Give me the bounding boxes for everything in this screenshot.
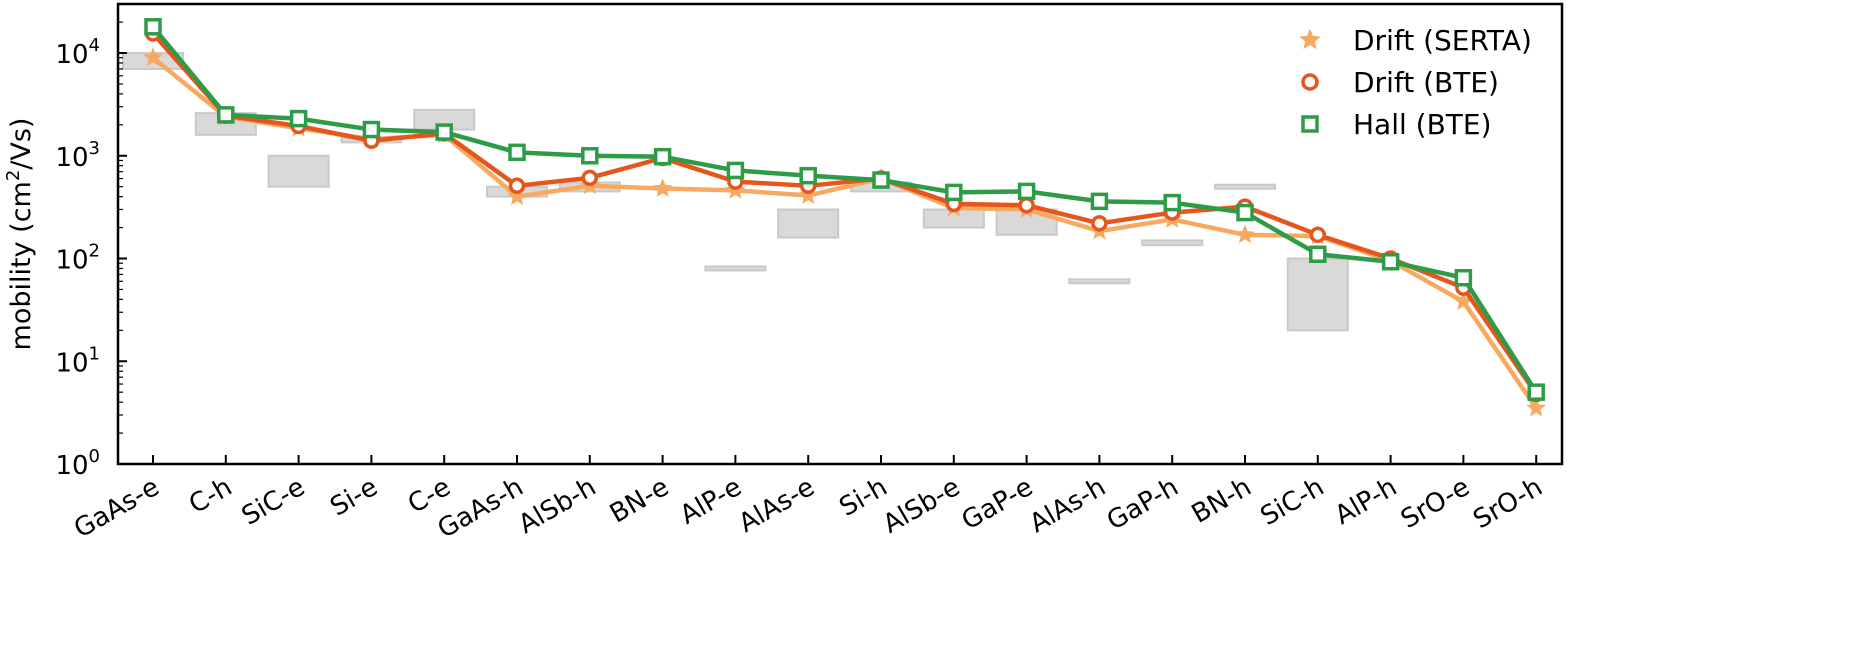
- x-tick-label: BN-e: [605, 472, 674, 529]
- series-lines: [143, 18, 1547, 417]
- circle-point: [581, 169, 599, 187]
- x-tick-label: AlP-h: [1330, 472, 1402, 531]
- x-tick-label: Si-e: [325, 472, 383, 523]
- series-line-circle: [151, 31, 1539, 396]
- legend-item: Drift (BTE): [1301, 66, 1499, 99]
- legend-square-marker: [1301, 115, 1319, 133]
- star-point: [652, 178, 673, 197]
- x-tick-label: AlSb-e: [878, 472, 965, 540]
- x-tick-label: BN-h: [1187, 472, 1257, 530]
- square-point: [217, 106, 235, 124]
- x-tick-label: AlAs-e: [734, 472, 820, 539]
- range-box-BN-h: [1214, 183, 1276, 190]
- square-point: [362, 120, 381, 139]
- circle-point: [1091, 215, 1108, 232]
- square-point: [1527, 383, 1545, 401]
- y-tick-label: 102: [55, 241, 100, 276]
- legend-item: Hall (BTE): [1301, 108, 1492, 141]
- x-tick-label: SiC-h: [1256, 472, 1330, 532]
- series-square: [144, 18, 1545, 401]
- y-tick-label: 100: [55, 446, 100, 481]
- square-point: [1090, 192, 1109, 211]
- circle-point: [1309, 226, 1327, 244]
- square-point: [289, 109, 308, 128]
- legend-star-marker: [1299, 28, 1321, 50]
- legend-label: Drift (SERTA): [1353, 24, 1532, 57]
- legend-item: Drift (SERTA): [1299, 24, 1532, 57]
- range-box-AlP-e: [704, 265, 767, 272]
- range-box-AlAs-e: [777, 208, 840, 239]
- star-point: [1526, 397, 1547, 417]
- x-tick-label: C-h: [184, 472, 237, 520]
- plot-border: [116, 2, 1564, 466]
- x-tick-label: GaP-e: [957, 472, 1038, 536]
- square-point: [435, 123, 453, 141]
- x-tick-label: GaAs-e: [69, 472, 164, 544]
- square-point: [799, 166, 817, 185]
- y-axis: 100 101 102 103 104: [55, 3, 127, 481]
- square-point: [872, 171, 890, 189]
- x-tick-label: GaAs-h: [433, 472, 529, 545]
- star-point: [1235, 224, 1255, 244]
- x-tick-label: AlSb-h: [514, 472, 602, 540]
- plot-frame: [116, 2, 1564, 466]
- x-tick-label: GaP-h: [1102, 472, 1184, 537]
- x-tick-label: SrO-h: [1468, 472, 1547, 535]
- series-circle: [144, 25, 1545, 403]
- square-point: [508, 143, 526, 162]
- y-tick-label: 101: [55, 343, 100, 378]
- square-point: [653, 147, 672, 166]
- legend-label: Drift (BTE): [1353, 66, 1499, 99]
- series-line-square: [151, 25, 1539, 394]
- x-tick-label: SiC-e: [237, 472, 310, 532]
- series-line-star: [151, 55, 1539, 410]
- x-tick-label: SrO-e: [1396, 472, 1475, 535]
- series-star: [143, 47, 1547, 417]
- star-point: [798, 185, 819, 204]
- y-tick-label: 104: [55, 35, 100, 70]
- square-point: [1454, 268, 1473, 287]
- square-point: [1309, 245, 1327, 264]
- square-point: [1236, 203, 1254, 222]
- x-tick-label: AlP-e: [675, 472, 747, 531]
- y-axis-title: mobility (cm2/Vs): [3, 118, 37, 351]
- range-box-SiC-h: [1286, 257, 1349, 332]
- circle-point: [1018, 196, 1035, 214]
- square-point: [581, 147, 599, 165]
- legend-circle-marker: [1301, 73, 1319, 91]
- star-point: [143, 47, 163, 67]
- y-axis-label: mobility (cm2/Vs): [3, 118, 37, 351]
- square-point: [1381, 252, 1400, 271]
- square-point: [1163, 193, 1181, 212]
- y-tick-label: 103: [55, 138, 100, 173]
- square-point: [945, 183, 963, 202]
- range-box-GaP-h: [1141, 239, 1204, 247]
- star-point: [507, 186, 527, 206]
- circle-point: [508, 177, 526, 195]
- square-point: [1017, 182, 1036, 201]
- x-tick-label: AlAs-h: [1025, 472, 1111, 539]
- range-box-SiC-e: [267, 154, 330, 188]
- square-point: [144, 18, 162, 36]
- legend: Drift (SERTA) Drift (BTE) Hall (BTE): [1299, 24, 1532, 141]
- range-box-AlAs-h: [1068, 278, 1131, 285]
- legend-label: Hall (BTE): [1353, 108, 1492, 141]
- square-point: [726, 161, 745, 180]
